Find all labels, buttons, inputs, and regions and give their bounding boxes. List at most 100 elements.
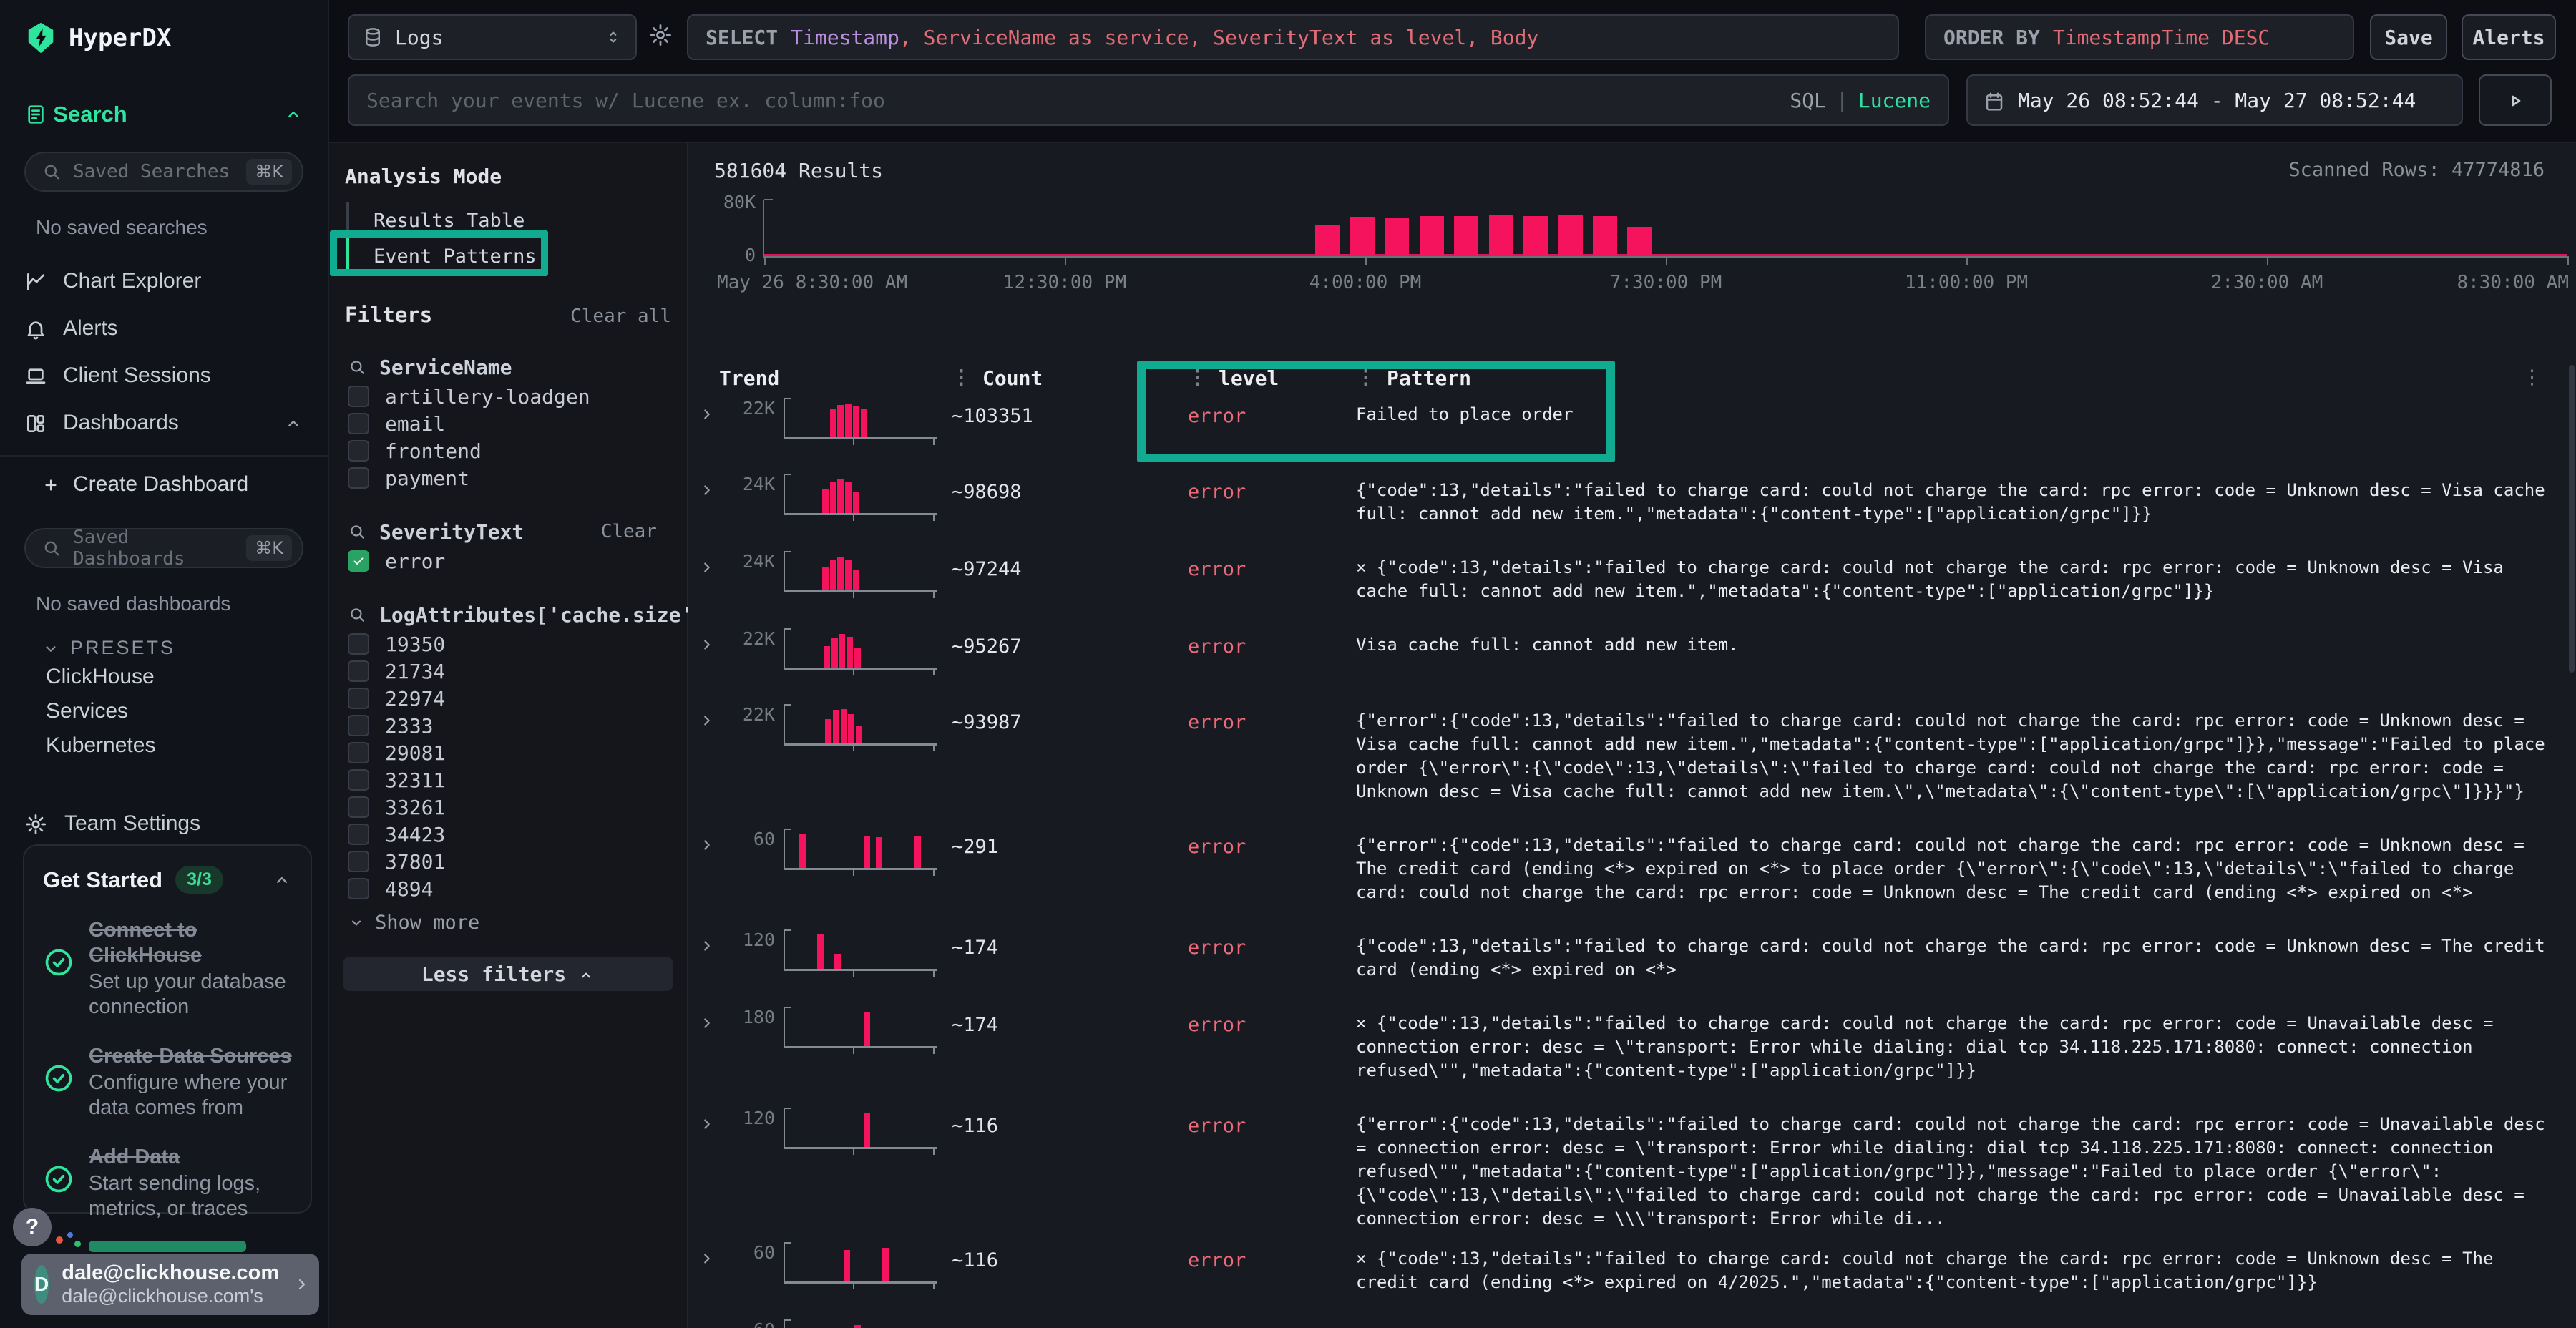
checkbox[interactable]	[348, 715, 369, 736]
results-histogram[interactable]: 80K 0 May 26 8:30:00 AM 12:30:00 PM 4:00:0…	[714, 189, 2569, 339]
get-started-item[interactable]: Connect to ClickHouse Set up your databas…	[43, 918, 292, 1020]
filter-option-payment[interactable]: payment	[329, 464, 687, 492]
show-more-link[interactable]: Show more	[329, 907, 687, 938]
row-expander-icon[interactable]	[698, 836, 719, 854]
table-row[interactable]: 120 ~174 error {"code":13,"details":"failed…	[688, 925, 2566, 995]
source-settings-gear-icon[interactable]	[648, 23, 673, 47]
row-expander-icon[interactable]	[698, 405, 719, 424]
column-header-trend[interactable]: Trend	[719, 366, 780, 390]
checkbox[interactable]	[348, 633, 369, 655]
table-row[interactable]: 120 ~116 error {"error":{"code":13,"details…	[688, 1103, 2566, 1231]
sidebar-item-chart-explorer[interactable]: Chart Explorer	[0, 258, 328, 305]
checkbox[interactable]	[348, 769, 369, 791]
lucene-search-input[interactable]: Search your events w/ Lucene ex. column:…	[348, 74, 1949, 126]
table-row[interactable]: 22K ~95267 error Visa cache full: cannot ad…	[688, 624, 2566, 693]
row-expander-icon[interactable]	[698, 937, 719, 955]
count-cell: ~58	[952, 1327, 1188, 1328]
clear-all-link[interactable]: Clear all	[570, 306, 671, 327]
table-row[interactable]: 24K ~97244 error × {"code":13,"details":"fa…	[688, 547, 2566, 617]
user-menu[interactable]: D dale@clickhouse.com dale@clickhouse.co…	[21, 1254, 319, 1315]
table-row[interactable]: 60 ~58error{"level":"error","span_id":"53…	[688, 1315, 2566, 1328]
help-button[interactable]: ?	[13, 1208, 52, 1246]
scrollbar-thumb[interactable]	[2569, 365, 2575, 673]
drag-handle-icon[interactable]: ⋮	[952, 366, 971, 389]
checkbox[interactable]	[348, 742, 369, 763]
filter-option-32311[interactable]: 32311	[329, 766, 687, 794]
filter-option-error[interactable]: error	[329, 547, 687, 575]
row-expander-icon[interactable]	[698, 711, 719, 730]
alerts-button[interactable]: Alerts	[2462, 14, 2556, 60]
column-header-pattern[interactable]: ⋮ Pattern	[1356, 366, 1472, 390]
checkbox[interactable]	[348, 796, 369, 818]
filter-option-19350[interactable]: 19350	[329, 630, 687, 658]
sql-toggle[interactable]: SQL	[1790, 88, 1826, 112]
row-expander-icon[interactable]	[698, 1014, 719, 1032]
checkbox[interactable]	[348, 550, 369, 572]
checkbox[interactable]	[348, 688, 369, 709]
sidebar-item-team-settings[interactable]: Team Settings	[0, 801, 328, 846]
row-expander-icon[interactable]	[698, 635, 719, 654]
less-filters-button[interactable]: Less filters	[343, 957, 673, 991]
filter-option-frontend[interactable]: frontend	[329, 437, 687, 464]
column-header-level[interactable]: ⋮ level	[1188, 366, 1279, 390]
filter-option-2333[interactable]: 2333	[329, 712, 687, 739]
filter-option-4894[interactable]: 4894	[329, 875, 687, 902]
run-query-button[interactable]	[2479, 74, 2552, 126]
sidebar-item-search[interactable]: Search	[24, 102, 303, 127]
get-started-header[interactable]: Get Started 3/3	[43, 866, 292, 894]
drag-handle-icon[interactable]: ⋮	[1188, 366, 1207, 389]
filter-option-artillery-loadgen[interactable]: artillery-loadgen	[329, 383, 687, 410]
create-dashboard-button[interactable]: Create Dashboard	[0, 465, 328, 504]
sidebar-item-alerts[interactable]: Alerts	[0, 305, 328, 352]
preset-item-kubernetes[interactable]: Kubernetes	[46, 733, 156, 757]
filter-option-22974[interactable]: 22974	[329, 685, 687, 712]
saved-dashboards-input[interactable]: Saved Dashboards ⌘K	[24, 527, 303, 570]
row-expander-icon[interactable]	[698, 558, 719, 577]
table-row[interactable]: 24K ~98698 error {"code":13,"details":"fail…	[688, 469, 2566, 540]
table-row[interactable]: 22K ~93987 error {"error":{"code":13,"detai…	[688, 700, 2566, 817]
presets-toggle[interactable]: PRESETS	[42, 637, 303, 659]
lucene-toggle[interactable]: Lucene	[1858, 88, 1931, 112]
table-row[interactable]: 60 ~116 error × {"code":13,"details":"faile…	[688, 1238, 2566, 1308]
checkbox[interactable]	[348, 851, 369, 872]
brand[interactable]: HyperDX	[24, 21, 171, 54]
filter-option-21734[interactable]: 21734	[329, 658, 687, 685]
tab-event-patterns[interactable]: Event Patterns	[346, 238, 687, 274]
checkbox[interactable]	[348, 824, 369, 845]
level-cell: error	[1188, 711, 1246, 733]
checkbox[interactable]	[348, 878, 369, 899]
source-select[interactable]: Logs	[348, 14, 637, 60]
checkbox[interactable]	[348, 467, 369, 489]
filter-option-37801[interactable]: 37801	[329, 848, 687, 875]
table-options-icon[interactable]: ⋮	[2522, 366, 2542, 389]
table-row[interactable]: 22K ~103351 error Failed to place order	[688, 394, 2566, 462]
order-by-input[interactable]: ORDER BY TimestampTime DESC	[1925, 14, 2354, 60]
preset-item-clickhouse[interactable]: ClickHouse	[46, 665, 155, 688]
save-button[interactable]: Save	[2370, 14, 2447, 60]
filter-option-33261[interactable]: 33261	[329, 794, 687, 821]
checkbox[interactable]	[348, 660, 369, 682]
filter-option-34423[interactable]: 34423	[329, 821, 687, 848]
filter-option-email[interactable]: email	[329, 410, 687, 437]
table-row[interactable]: 180 ~174 error × {"code":13,"details":"fail…	[688, 1002, 2566, 1096]
select-query-input[interactable]: SELECT Timestamp, ServiceName as service…	[687, 14, 1899, 60]
sidebar-item-dashboards[interactable]: Dashboards	[0, 399, 328, 446]
row-expander-icon[interactable]	[698, 481, 719, 499]
column-header-count[interactable]: ⋮ Count	[952, 366, 1043, 390]
checkbox[interactable]	[348, 413, 369, 434]
get-started-item[interactable]: Add Data Start sending logs, metrics, or …	[43, 1145, 292, 1221]
get-started-item[interactable]: Create Data Sources Configure where your …	[43, 1044, 292, 1120]
checkbox[interactable]	[348, 386, 369, 407]
preset-item-services[interactable]: Services	[46, 699, 129, 723]
table-row[interactable]: 60 ~291 error {"error":{"code":13,"details"…	[688, 824, 2566, 918]
date-range-picker[interactable]: May 26 08:52:44 - May 27 08:52:44	[1966, 74, 2463, 126]
drag-handle-icon[interactable]: ⋮	[1356, 366, 1375, 389]
filter-option-29081[interactable]: 29081	[329, 739, 687, 766]
sidebar-item-client-sessions[interactable]: Client Sessions	[0, 352, 328, 399]
tab-results-table[interactable]: Results Table	[346, 202, 687, 238]
saved-searches-input[interactable]: Saved Searches ⌘K	[24, 152, 303, 192]
clear-group-link[interactable]: Clear	[600, 521, 657, 542]
row-expander-icon[interactable]	[698, 1249, 719, 1268]
checkbox[interactable]	[348, 440, 369, 462]
row-expander-icon[interactable]	[698, 1115, 719, 1133]
